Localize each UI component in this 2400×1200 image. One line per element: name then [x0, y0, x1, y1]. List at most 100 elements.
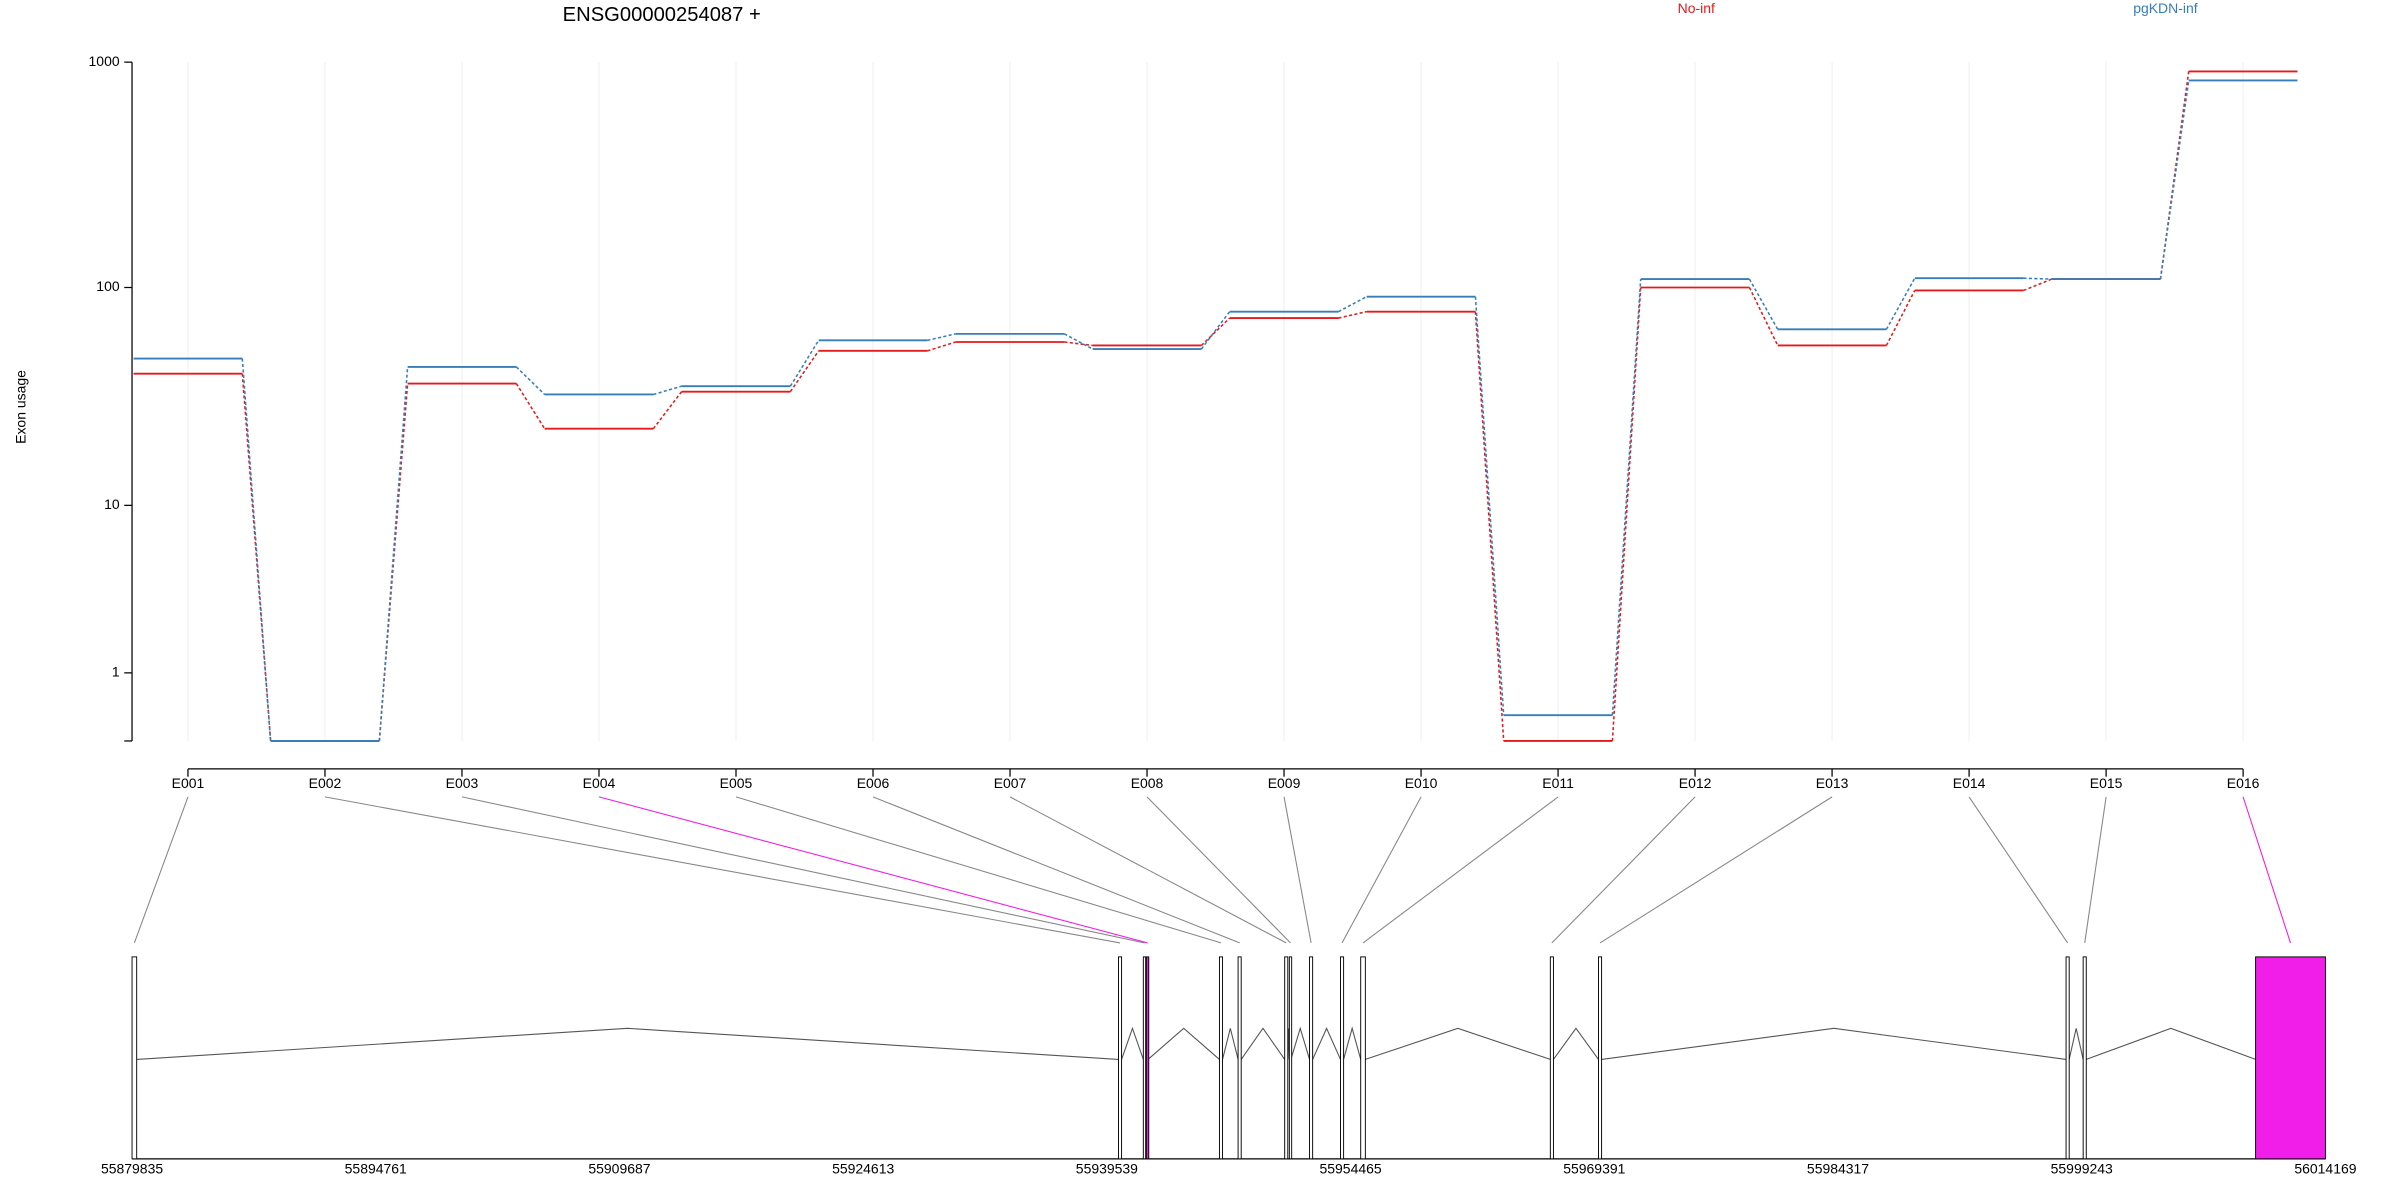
exon-link — [872, 796, 1240, 944]
exon-link — [324, 796, 1121, 944]
intron — [136, 1027, 1119, 1060]
step-connector — [927, 341, 956, 352]
exon — [1145, 956, 1150, 1160]
step-connector — [1200, 311, 1231, 350]
intron — [1552, 1027, 1599, 1060]
step-connector — [1064, 341, 1093, 347]
legend-label: No-inf — [1678, 0, 1715, 16]
exon — [1598, 956, 1603, 1160]
x-tick-label: E004 — [583, 775, 616, 791]
step-connector — [789, 350, 820, 393]
x-tick-label: E010 — [1405, 775, 1438, 791]
exon — [1237, 956, 1242, 1160]
exon — [2255, 956, 2326, 1160]
x-tick-label: E015 — [2090, 775, 2123, 791]
exon-link — [598, 796, 1148, 944]
legend-label: pgKDN-inf — [2133, 0, 2198, 16]
intron — [2068, 1028, 2084, 1060]
intron — [2086, 1027, 2256, 1060]
exon — [1549, 956, 1554, 1160]
step-connector — [1748, 278, 1779, 330]
step-connector — [378, 383, 409, 742]
x-tick-label: E013 — [1816, 775, 1849, 791]
exon-link — [1283, 796, 1312, 944]
step-connector — [1748, 287, 1779, 346]
exon — [131, 956, 138, 1160]
y-axis-label: Exon usage — [12, 370, 28, 444]
exon-link — [133, 796, 189, 944]
step-connector — [1611, 279, 1642, 716]
x-tick-label: E009 — [1268, 775, 1301, 791]
exon-link — [1968, 796, 2069, 944]
gene-tick-label: 55939539 — [1076, 1160, 1138, 1176]
intron — [1312, 1027, 1341, 1060]
intron — [1365, 1027, 1551, 1060]
step-connector — [653, 385, 682, 396]
step-connector — [1200, 317, 1231, 347]
x-tick-label: E012 — [1679, 775, 1712, 791]
exon — [1142, 956, 1147, 1160]
step-connector — [515, 383, 546, 430]
chart-title: ENSG00000254087 + — [563, 4, 761, 26]
exon-link — [1146, 796, 1291, 944]
x-tick-label: E005 — [720, 775, 753, 791]
step-connector — [789, 339, 820, 387]
gene-tick-label: 55954465 — [1320, 1160, 1382, 1176]
exon — [2082, 956, 2087, 1160]
step-connector — [1338, 310, 1367, 319]
exon-link — [461, 796, 1145, 944]
exon — [1284, 956, 1289, 1160]
gene-tick-label: 55984317 — [1807, 1160, 1869, 1176]
step-connector — [378, 366, 409, 742]
exon-link — [2084, 796, 2107, 943]
gene-tick-label: 55924613 — [832, 1160, 894, 1176]
step-connector — [2023, 278, 2053, 292]
intron — [1343, 1026, 1362, 1060]
x-tick-label: E008 — [1131, 775, 1164, 791]
exon — [2065, 956, 2070, 1160]
gene-tick-label: 56014169 — [2294, 1160, 2356, 1176]
exon-link — [735, 796, 1222, 944]
x-tick-label: E001 — [172, 775, 205, 791]
y-tick-label: 10 — [104, 496, 120, 512]
exon — [1340, 956, 1345, 1160]
intron — [1290, 1026, 1311, 1060]
step-connector — [1064, 333, 1094, 350]
exon-link — [2242, 796, 2292, 944]
x-tick-label: E007 — [994, 775, 1027, 791]
intron — [1222, 1028, 1239, 1060]
step-connector — [1474, 296, 1505, 716]
gene-tick-label: 55879835 — [101, 1160, 163, 1176]
intron — [1601, 1027, 2067, 1060]
step-connector — [1885, 277, 1916, 330]
exon — [1118, 956, 1123, 1160]
gene-tick-label: 55999243 — [2051, 1160, 2113, 1176]
step-connector — [2023, 277, 2052, 280]
x-tick-label: E016 — [2227, 775, 2260, 791]
exon-link — [1362, 796, 1559, 944]
x-tick-label: E014 — [1953, 775, 1986, 791]
exon-link — [1551, 796, 1696, 944]
gene-tick-label: 55969391 — [1563, 1160, 1625, 1176]
y-tick-label: 100 — [96, 278, 120, 294]
exon — [1309, 956, 1314, 1160]
exon — [1360, 956, 1366, 1160]
exon-link — [1599, 796, 1833, 944]
exon — [1288, 956, 1293, 1160]
y-tick-label: 1000 — [89, 53, 120, 69]
step-connector — [927, 333, 956, 342]
gene-tick-label: 55909687 — [588, 1160, 650, 1176]
step-connector — [1338, 295, 1368, 313]
step-connector — [515, 366, 546, 396]
intron — [1147, 1027, 1220, 1060]
exon — [1218, 956, 1224, 1160]
gene-tick-label: 55894761 — [345, 1160, 407, 1176]
x-tick-label: E011 — [1542, 775, 1574, 791]
y-tick-label: 1 — [112, 664, 120, 680]
intron — [1121, 1026, 1144, 1060]
exon-link — [1341, 796, 1422, 944]
x-tick-label: E003 — [446, 775, 479, 791]
intron — [1240, 1027, 1286, 1060]
step-connector — [1474, 311, 1505, 742]
